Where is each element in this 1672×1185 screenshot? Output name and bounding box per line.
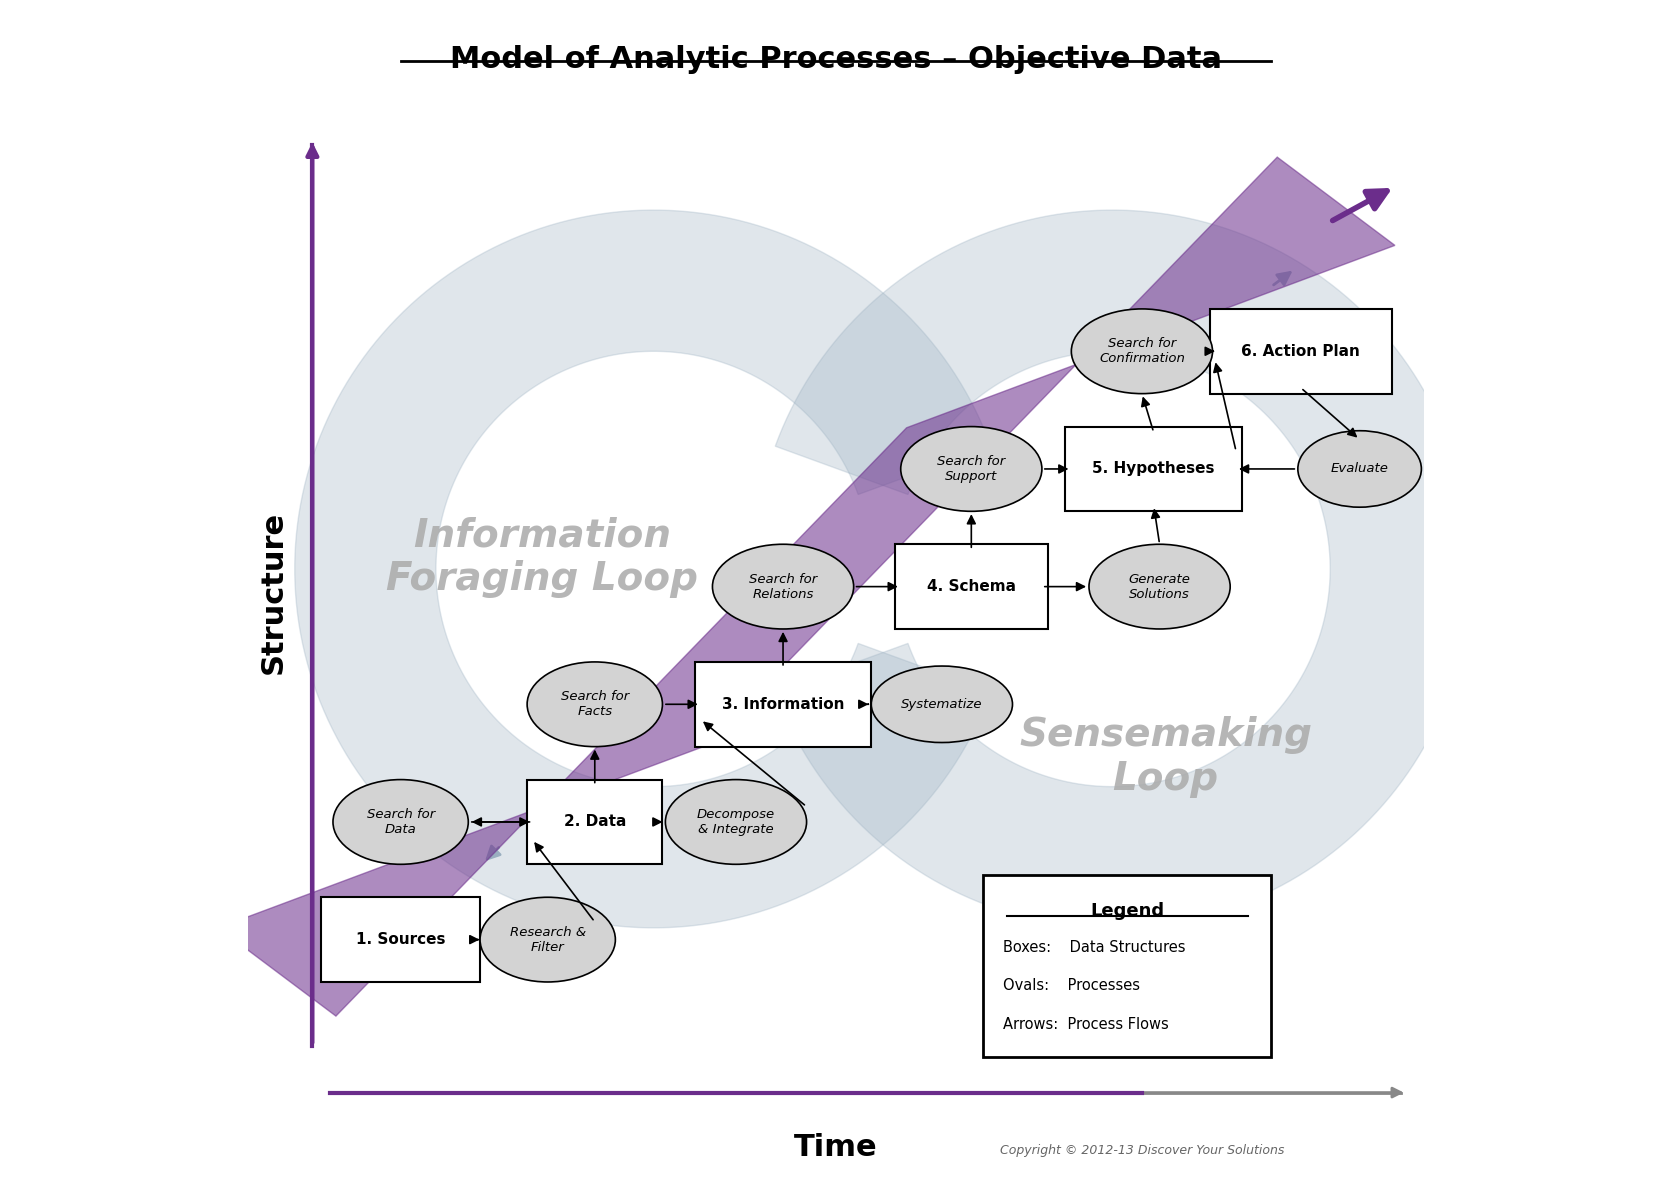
FancyBboxPatch shape	[321, 897, 480, 982]
Ellipse shape	[871, 666, 1013, 743]
FancyBboxPatch shape	[895, 544, 1048, 629]
Text: Search for
Confirmation: Search for Confirmation	[1099, 338, 1185, 365]
Ellipse shape	[527, 662, 662, 747]
Text: Structure: Structure	[259, 511, 288, 674]
FancyBboxPatch shape	[696, 662, 871, 747]
FancyBboxPatch shape	[983, 875, 1271, 1057]
FancyBboxPatch shape	[527, 780, 662, 864]
Polygon shape	[776, 210, 1471, 928]
Text: 3. Information: 3. Information	[722, 697, 844, 712]
Text: 4. Schema: 4. Schema	[926, 579, 1017, 594]
Ellipse shape	[480, 897, 615, 982]
Text: 5. Hypotheses: 5. Hypotheses	[1092, 461, 1216, 476]
Text: 6. Action Plan: 6. Action Plan	[1241, 344, 1361, 359]
Text: Search for
Relations: Search for Relations	[749, 572, 818, 601]
Text: Arrows:  Process Flows: Arrows: Process Flows	[1003, 1017, 1169, 1032]
Text: Sensemaking
Loop: Sensemaking Loop	[1018, 716, 1313, 799]
Text: Research &
Filter: Research & Filter	[510, 925, 585, 954]
Ellipse shape	[1072, 309, 1212, 393]
Text: 2. Data: 2. Data	[563, 814, 625, 829]
Polygon shape	[294, 210, 991, 928]
Text: Ovals:    Processes: Ovals: Processes	[1003, 979, 1140, 993]
Ellipse shape	[712, 544, 854, 629]
Polygon shape	[219, 158, 1394, 1016]
Text: Time: Time	[794, 1133, 878, 1162]
Text: Copyright © 2012-13 Discover Your Solutions: Copyright © 2012-13 Discover Your Soluti…	[1000, 1145, 1284, 1158]
Ellipse shape	[1088, 544, 1231, 629]
Text: Systematize: Systematize	[901, 698, 983, 711]
Ellipse shape	[333, 780, 468, 864]
FancyBboxPatch shape	[1209, 309, 1393, 393]
Ellipse shape	[1297, 430, 1421, 507]
Text: Evaluate: Evaluate	[1331, 462, 1388, 475]
Text: Decompose
& Integrate: Decompose & Integrate	[697, 808, 776, 835]
Text: 1. Sources: 1. Sources	[356, 933, 445, 947]
FancyBboxPatch shape	[1065, 427, 1242, 511]
Text: Information
Foraging Loop: Information Foraging Loop	[386, 517, 697, 598]
Ellipse shape	[901, 427, 1042, 511]
Text: Search for
Data: Search for Data	[366, 808, 435, 835]
Text: Boxes:    Data Structures: Boxes: Data Structures	[1003, 940, 1185, 955]
Text: Generate
Solutions: Generate Solutions	[1129, 572, 1190, 601]
Text: Search for
Facts: Search for Facts	[560, 691, 629, 718]
Ellipse shape	[665, 780, 806, 864]
Text: Search for
Support: Search for Support	[938, 455, 1005, 483]
Text: Model of Analytic Processes – Objective Data: Model of Analytic Processes – Objective …	[450, 45, 1222, 75]
Text: Legend: Legend	[1090, 902, 1164, 920]
